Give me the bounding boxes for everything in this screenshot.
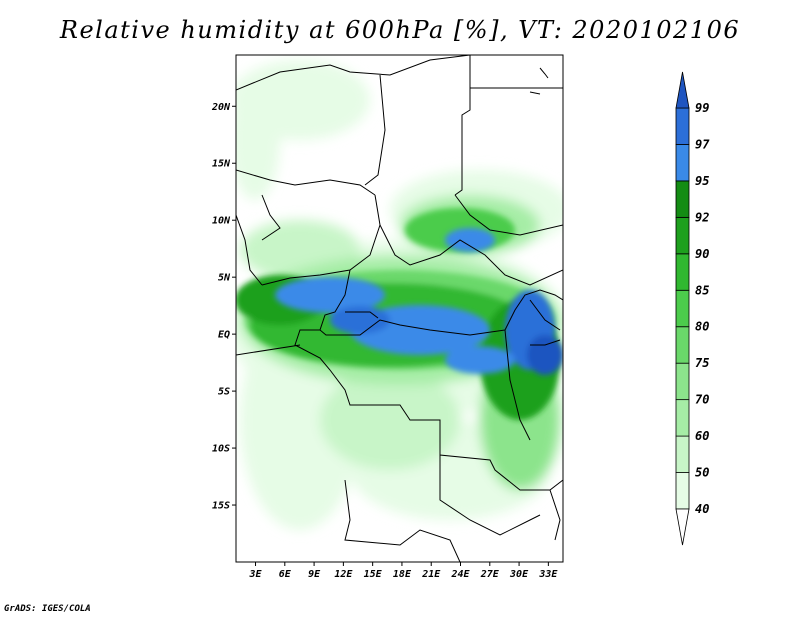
lat-label: 5N	[218, 273, 231, 284]
lon-label: 12E	[334, 569, 353, 580]
humidity-saturated-zones	[275, 228, 563, 375]
colorbar: 40 50 60 70 75 80 85 90 92 95 97 99	[675, 71, 710, 546]
lat-label: 15N	[212, 159, 231, 170]
colorbar-label: 60	[695, 429, 709, 443]
colorbar-label: 70	[695, 393, 709, 407]
country-boundaries	[236, 55, 563, 562]
colorbar-segment	[675, 435, 690, 473]
lat-label: 15S	[212, 501, 230, 512]
lat-label: 10S	[212, 444, 230, 455]
colorbar-segment	[675, 399, 690, 437]
colorbar-label: 80	[695, 320, 709, 334]
colorbar-label: 92	[695, 210, 709, 224]
lat-label: EQ	[218, 330, 230, 341]
colorbar-segment	[675, 472, 690, 510]
map-frame	[235, 54, 564, 563]
colorbar-low-arrow	[675, 508, 690, 546]
colorbar-segment	[675, 362, 690, 401]
lon-label: 33E	[538, 569, 558, 580]
humidity-field	[236, 55, 563, 562]
colorbar-segment	[675, 326, 690, 364]
colorbar-label: 99	[695, 101, 709, 115]
colorbar-segment	[675, 216, 690, 255]
colorbar-high-arrow	[675, 71, 690, 109]
lon-label: 6E	[279, 569, 292, 580]
colorbar-segment	[675, 144, 690, 182]
lon-label: 15E	[364, 569, 383, 580]
colorbar-label: 95	[695, 174, 709, 188]
latitude-axis: 20N 15N 10N 5N EQ 5S 10S 15S	[211, 102, 236, 512]
lon-label: 9E	[308, 569, 321, 580]
lon-label: 24E	[450, 569, 470, 580]
colorbar-label: 90	[695, 247, 709, 261]
colorbar-label: 75	[695, 356, 709, 370]
map-title: Relative humidity at 600hPa [%], VT: 202…	[59, 16, 741, 44]
colorbar-label: 85	[695, 283, 709, 297]
lon-label: 3E	[248, 569, 262, 580]
colorbar-segment	[675, 253, 690, 291]
colorbar-segment	[675, 180, 690, 218]
lon-label: 18E	[393, 569, 412, 580]
colorbar-segment	[675, 289, 690, 328]
colorbar-label: 97	[695, 137, 710, 151]
lat-label: 10N	[212, 216, 231, 227]
longitude-axis: 3E 6E 9E 12E 15E 18E 21E 24E 27E 30E 33E	[248, 562, 558, 580]
colorbar-label: 40	[695, 502, 709, 516]
colorbar-segment	[675, 107, 690, 145]
colorbar-label: 50	[695, 466, 709, 480]
lon-label: 30E	[509, 569, 529, 580]
lat-label: 5S	[218, 387, 230, 398]
lon-label: 21E	[421, 569, 441, 580]
lon-label: 27E	[480, 569, 500, 580]
footer-credit: GrADS: IGES/COLA	[4, 604, 91, 614]
lat-label: 20N	[211, 102, 231, 113]
